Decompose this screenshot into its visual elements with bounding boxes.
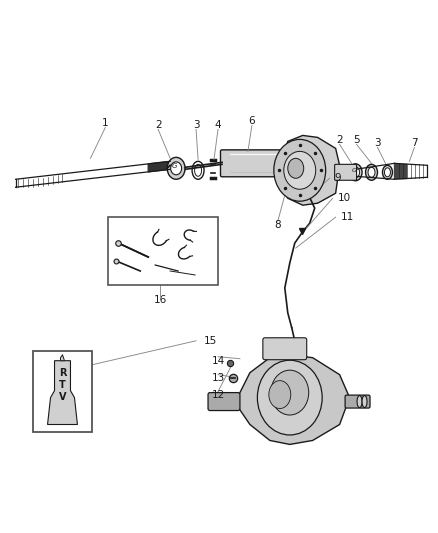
- Ellipse shape: [167, 157, 185, 179]
- Ellipse shape: [274, 140, 326, 201]
- Bar: [108, 217, 218, 285]
- Text: 10: 10: [338, 193, 351, 203]
- Text: 5: 5: [353, 135, 360, 146]
- Ellipse shape: [357, 395, 362, 408]
- Text: 8: 8: [275, 220, 281, 230]
- Text: 11: 11: [341, 212, 354, 222]
- Text: T: T: [59, 379, 66, 390]
- Text: G: G: [171, 163, 177, 169]
- Text: 3: 3: [374, 139, 381, 148]
- Text: 4: 4: [215, 120, 221, 131]
- Polygon shape: [148, 161, 168, 172]
- Text: 2: 2: [336, 135, 343, 146]
- Text: R: R: [59, 368, 66, 378]
- Polygon shape: [278, 151, 282, 183]
- Ellipse shape: [382, 165, 392, 179]
- Text: 2: 2: [155, 120, 162, 131]
- FancyBboxPatch shape: [263, 338, 307, 360]
- Ellipse shape: [271, 370, 309, 415]
- Polygon shape: [235, 355, 350, 445]
- Ellipse shape: [366, 164, 378, 180]
- Bar: [32, 351, 92, 432]
- Text: G: G: [352, 168, 357, 173]
- Ellipse shape: [192, 161, 204, 179]
- Ellipse shape: [368, 167, 375, 177]
- Ellipse shape: [171, 162, 182, 175]
- Text: 14: 14: [212, 356, 225, 366]
- Text: 9: 9: [334, 173, 341, 183]
- Polygon shape: [60, 355, 64, 361]
- Ellipse shape: [349, 164, 362, 181]
- Text: V: V: [59, 392, 66, 401]
- Ellipse shape: [284, 151, 316, 189]
- FancyBboxPatch shape: [345, 395, 370, 408]
- Polygon shape: [278, 135, 339, 205]
- Text: 12: 12: [212, 390, 225, 400]
- Text: 7: 7: [411, 139, 418, 148]
- Ellipse shape: [288, 158, 304, 178]
- Ellipse shape: [258, 360, 322, 435]
- Text: 6: 6: [249, 117, 255, 126]
- Polygon shape: [48, 361, 78, 424]
- Ellipse shape: [385, 168, 390, 177]
- Text: 16: 16: [154, 295, 167, 305]
- Ellipse shape: [362, 395, 367, 408]
- Ellipse shape: [194, 164, 201, 176]
- Polygon shape: [395, 164, 406, 178]
- Ellipse shape: [269, 381, 291, 409]
- FancyBboxPatch shape: [220, 150, 283, 177]
- Text: 1: 1: [102, 118, 109, 128]
- Text: 13: 13: [212, 373, 225, 383]
- Text: 15: 15: [203, 336, 217, 346]
- Ellipse shape: [352, 167, 360, 178]
- FancyBboxPatch shape: [208, 393, 240, 410]
- Text: 3: 3: [193, 120, 199, 131]
- FancyBboxPatch shape: [335, 164, 357, 180]
